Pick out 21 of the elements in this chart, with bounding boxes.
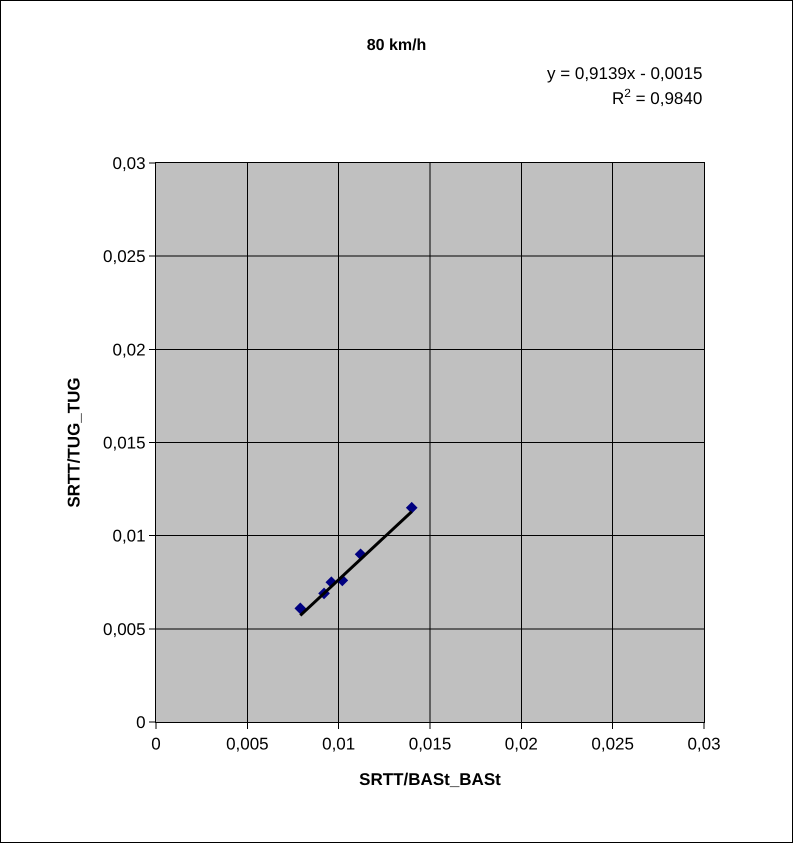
text: R$^{2}$ = 0,9840	[612, 86, 702, 108]
x-tick-label: 0,01	[322, 734, 356, 754]
chart-title: 80 km/h	[366, 37, 426, 54]
y-tick-label: 0,03	[112, 154, 146, 173]
x-tick-label: 0	[151, 734, 161, 754]
text: y = 0,9139x - 0,0015	[547, 64, 702, 83]
y-tick-label: 0,015	[103, 433, 146, 452]
y-tick-label: 0,005	[103, 620, 146, 639]
y-tick-label: 0,025	[103, 247, 146, 266]
x-tick-label: 0,005	[226, 734, 269, 754]
y-axis-title: SRTT/TUG_TUG	[64, 377, 84, 508]
x-tick-label: 0,03	[687, 734, 721, 754]
x-tick-label: 0,025	[591, 734, 634, 754]
y-tick-label: 0,01	[112, 526, 146, 546]
x-tick-label: 0,015	[408, 734, 452, 754]
x-axis-title: SRTT/BASt_BASt	[359, 770, 502, 789]
y-tick-label: 0,02	[112, 340, 146, 360]
point	[294, 602, 306, 614]
x-tick-label: 0,02	[504, 734, 538, 754]
y-tick-label: 0	[136, 712, 146, 732]
point	[406, 502, 418, 514]
